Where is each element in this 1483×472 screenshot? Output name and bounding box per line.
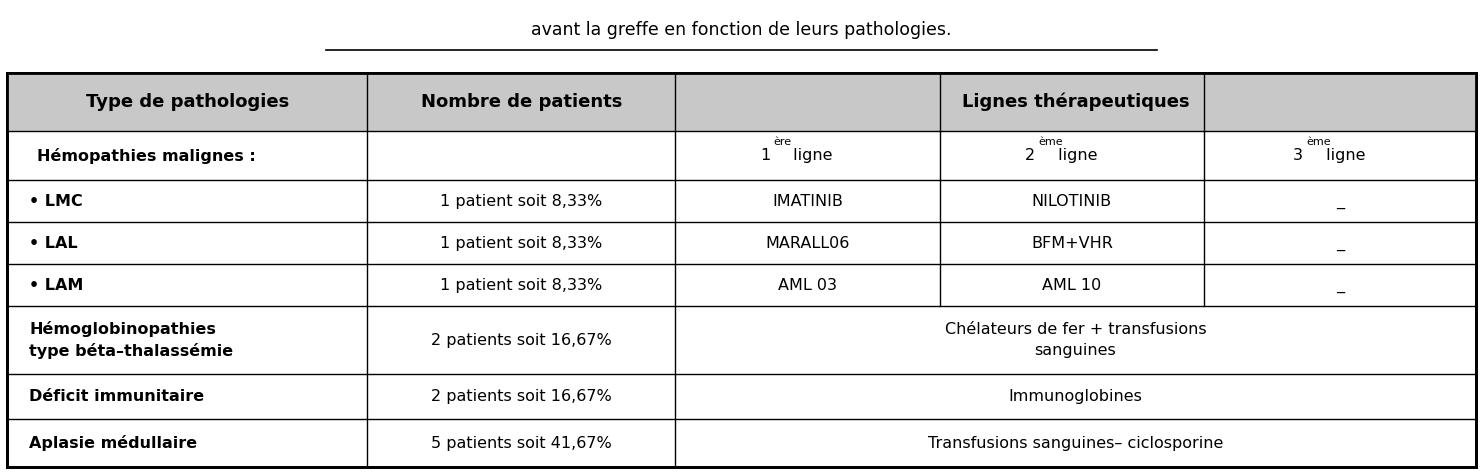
Text: 1: 1	[761, 148, 771, 163]
Text: Immunoglobines: Immunoglobines	[1008, 389, 1142, 404]
Text: Nombre de patients: Nombre de patients	[421, 93, 621, 111]
Text: 1 patient soit 8,33%: 1 patient soit 8,33%	[440, 236, 602, 251]
Text: MARALL06: MARALL06	[765, 236, 850, 251]
Text: Chélateurs de fer + transfusions
sanguines: Chélateurs de fer + transfusions sanguin…	[945, 322, 1206, 358]
Text: avant la greffe en fonction de leurs pathologies.: avant la greffe en fonction de leurs pat…	[531, 21, 952, 39]
Text: 5 patients soit 41,67%: 5 patients soit 41,67%	[432, 436, 611, 451]
Text: Aplasie médullaire: Aplasie médullaire	[30, 435, 197, 451]
Text: • LMC: • LMC	[30, 194, 83, 209]
Text: Hémopathies malignes :: Hémopathies malignes :	[37, 148, 255, 164]
Text: 2 patients soit 16,67%: 2 patients soit 16,67%	[432, 333, 611, 348]
Text: _: _	[1336, 278, 1344, 293]
Text: 2: 2	[1025, 148, 1035, 163]
Text: • LAM: • LAM	[30, 278, 85, 293]
Text: NILOTINIB: NILOTINIB	[1032, 194, 1112, 209]
Text: 1 patient soit 8,33%: 1 patient soit 8,33%	[440, 278, 602, 293]
Text: _: _	[1336, 194, 1344, 209]
Text: Lignes thérapeutiques: Lignes thérapeutiques	[961, 93, 1189, 111]
Text: 3: 3	[1293, 148, 1304, 163]
Text: AML 10: AML 10	[1043, 278, 1102, 293]
Text: ème: ème	[1307, 137, 1330, 147]
Text: • LAL: • LAL	[30, 236, 79, 251]
Text: ème: ème	[1038, 137, 1063, 147]
Text: ligne: ligne	[1053, 148, 1097, 163]
Text: ligne: ligne	[1321, 148, 1366, 163]
Text: IMATINIB: IMATINIB	[773, 194, 842, 209]
Bar	[7, 73, 1476, 131]
Text: AML 03: AML 03	[779, 278, 836, 293]
Text: Type de pathologies: Type de pathologies	[86, 93, 289, 111]
Text: Transfusions sanguines– ciclosporine: Transfusions sanguines– ciclosporine	[928, 436, 1223, 451]
Text: Hémoglobinopathies
type béta–thalassémie: Hémoglobinopathies type béta–thalassémie	[30, 321, 233, 360]
Text: 1 patient soit 8,33%: 1 patient soit 8,33%	[440, 194, 602, 209]
Text: Déficit immunitaire: Déficit immunitaire	[30, 389, 205, 404]
Text: 2 patients soit 16,67%: 2 patients soit 16,67%	[432, 389, 611, 404]
Text: ligne: ligne	[789, 148, 833, 163]
Text: BFM+VHR: BFM+VHR	[1031, 236, 1112, 251]
Text: ère: ère	[774, 137, 792, 147]
Bar	[7, 73, 1476, 467]
Text: _: _	[1336, 236, 1344, 251]
